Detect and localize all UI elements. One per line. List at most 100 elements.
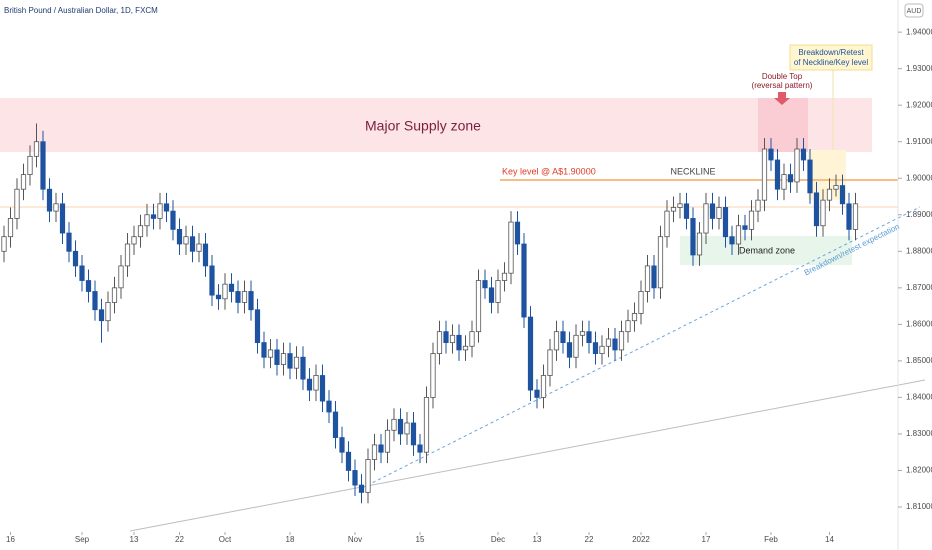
- note-box: [789, 44, 873, 71]
- candle-body: [560, 331, 566, 344]
- candle-body: [716, 207, 722, 219]
- x-tick-label: 14: [825, 535, 834, 544]
- candle-body: [631, 312, 638, 322]
- candle-body: [820, 199, 826, 227]
- candle-body: [625, 320, 631, 333]
- candle-body: [508, 221, 514, 274]
- candle-body: [826, 188, 833, 201]
- candle-body: [313, 375, 319, 391]
- candles: [1, 123, 859, 504]
- candle-body: [137, 225, 144, 238]
- candle-body: [222, 283, 228, 300]
- candle-body: [839, 185, 846, 205]
- neckline-label: NECKLINE: [670, 166, 715, 176]
- candle-body: [495, 280, 501, 303]
- candle-body: [807, 159, 813, 194]
- candle-body: [59, 203, 66, 234]
- candle-body: [696, 232, 703, 256]
- candle-body: [111, 287, 118, 303]
- candle-body: [72, 250, 79, 267]
- candle-body: [521, 243, 527, 318]
- candle-body: [215, 294, 222, 300]
- candle-body: [501, 272, 508, 281]
- candle-body: [657, 236, 664, 289]
- candle-body: [514, 221, 521, 245]
- x-tick-label: 15: [416, 535, 425, 544]
- candle-body: [846, 203, 852, 230]
- candle-body: [157, 203, 163, 219]
- candle-body: [391, 418, 397, 431]
- candle-body: [144, 214, 150, 227]
- x-tick-label: Feb: [764, 535, 778, 544]
- y-tick-label: 1.93000: [906, 64, 932, 73]
- candle-body: [690, 218, 696, 256]
- x-tick-label: Oct: [219, 535, 232, 544]
- candle-body: [352, 470, 358, 486]
- candle-body: [787, 174, 794, 183]
- candle-body: [553, 331, 560, 351]
- candle-body: [228, 283, 235, 292]
- double-top-label: Double Top: [762, 72, 803, 81]
- candle-body: [118, 265, 124, 289]
- double-top-label: (reversal pattern): [752, 81, 813, 90]
- candle-body: [709, 203, 716, 219]
- y-tick-label: 1.91000: [906, 137, 932, 146]
- candle-body: [66, 232, 72, 252]
- candle-body: [781, 174, 787, 190]
- annotation-layer: [0, 44, 926, 532]
- candle-body: [150, 214, 157, 219]
- candle-body: [599, 345, 605, 354]
- candle-body: [755, 199, 761, 212]
- candle-body: [332, 411, 339, 438]
- candle-body: [813, 192, 820, 227]
- y-tick-label: 1.81000: [906, 502, 932, 511]
- candle-body: [98, 309, 105, 322]
- candle-body: [456, 334, 462, 351]
- candle-body: [833, 185, 839, 190]
- candle-body: [703, 203, 709, 234]
- demand-zone-label: Demand zone: [739, 245, 795, 255]
- candle-body: [586, 331, 592, 344]
- trend-line-dashed: [361, 206, 921, 489]
- candle-body: [722, 207, 729, 238]
- candle-body: [462, 345, 469, 351]
- candle-body: [748, 210, 755, 230]
- candle-body: [209, 265, 215, 296]
- candle-body: [40, 141, 46, 190]
- x-tick-label: 17: [702, 535, 711, 544]
- candle-body: [384, 429, 391, 453]
- candle-body: [378, 444, 384, 453]
- candle-body: [358, 484, 365, 493]
- candle-body: [469, 331, 475, 347]
- candle-body: [33, 141, 40, 157]
- retest-label: Breakdown/Retest: [798, 48, 864, 57]
- candle-body: [267, 349, 274, 358]
- supply-zone: [0, 98, 872, 152]
- y-tick-label: 1.84000: [906, 393, 932, 402]
- candle-body: [27, 155, 33, 175]
- candle-body: [677, 203, 683, 208]
- unit-box: [904, 3, 924, 18]
- x-tick-label: 13: [130, 535, 139, 544]
- candle-body: [423, 397, 430, 453]
- y-tick-label: 1.92000: [906, 100, 932, 109]
- candle-body: [345, 451, 352, 471]
- candle-body: [85, 280, 92, 292]
- candle-body: [365, 459, 371, 493]
- x-tick-label: 13: [533, 535, 542, 544]
- candle-body: [670, 207, 677, 212]
- candle-body: [482, 280, 488, 289]
- candle-body: [794, 148, 800, 183]
- candle-body: [430, 353, 436, 398]
- candle-body: [852, 203, 859, 230]
- candle-body: [7, 218, 14, 238]
- candle-body: [235, 291, 241, 303]
- candle-body: [14, 188, 20, 219]
- candle-body: [189, 236, 196, 252]
- candle-body: [287, 353, 293, 369]
- candle-body: [417, 444, 423, 453]
- x-tick-label: 16: [6, 535, 15, 544]
- candle-body: [46, 188, 53, 212]
- candle-body: [183, 236, 189, 245]
